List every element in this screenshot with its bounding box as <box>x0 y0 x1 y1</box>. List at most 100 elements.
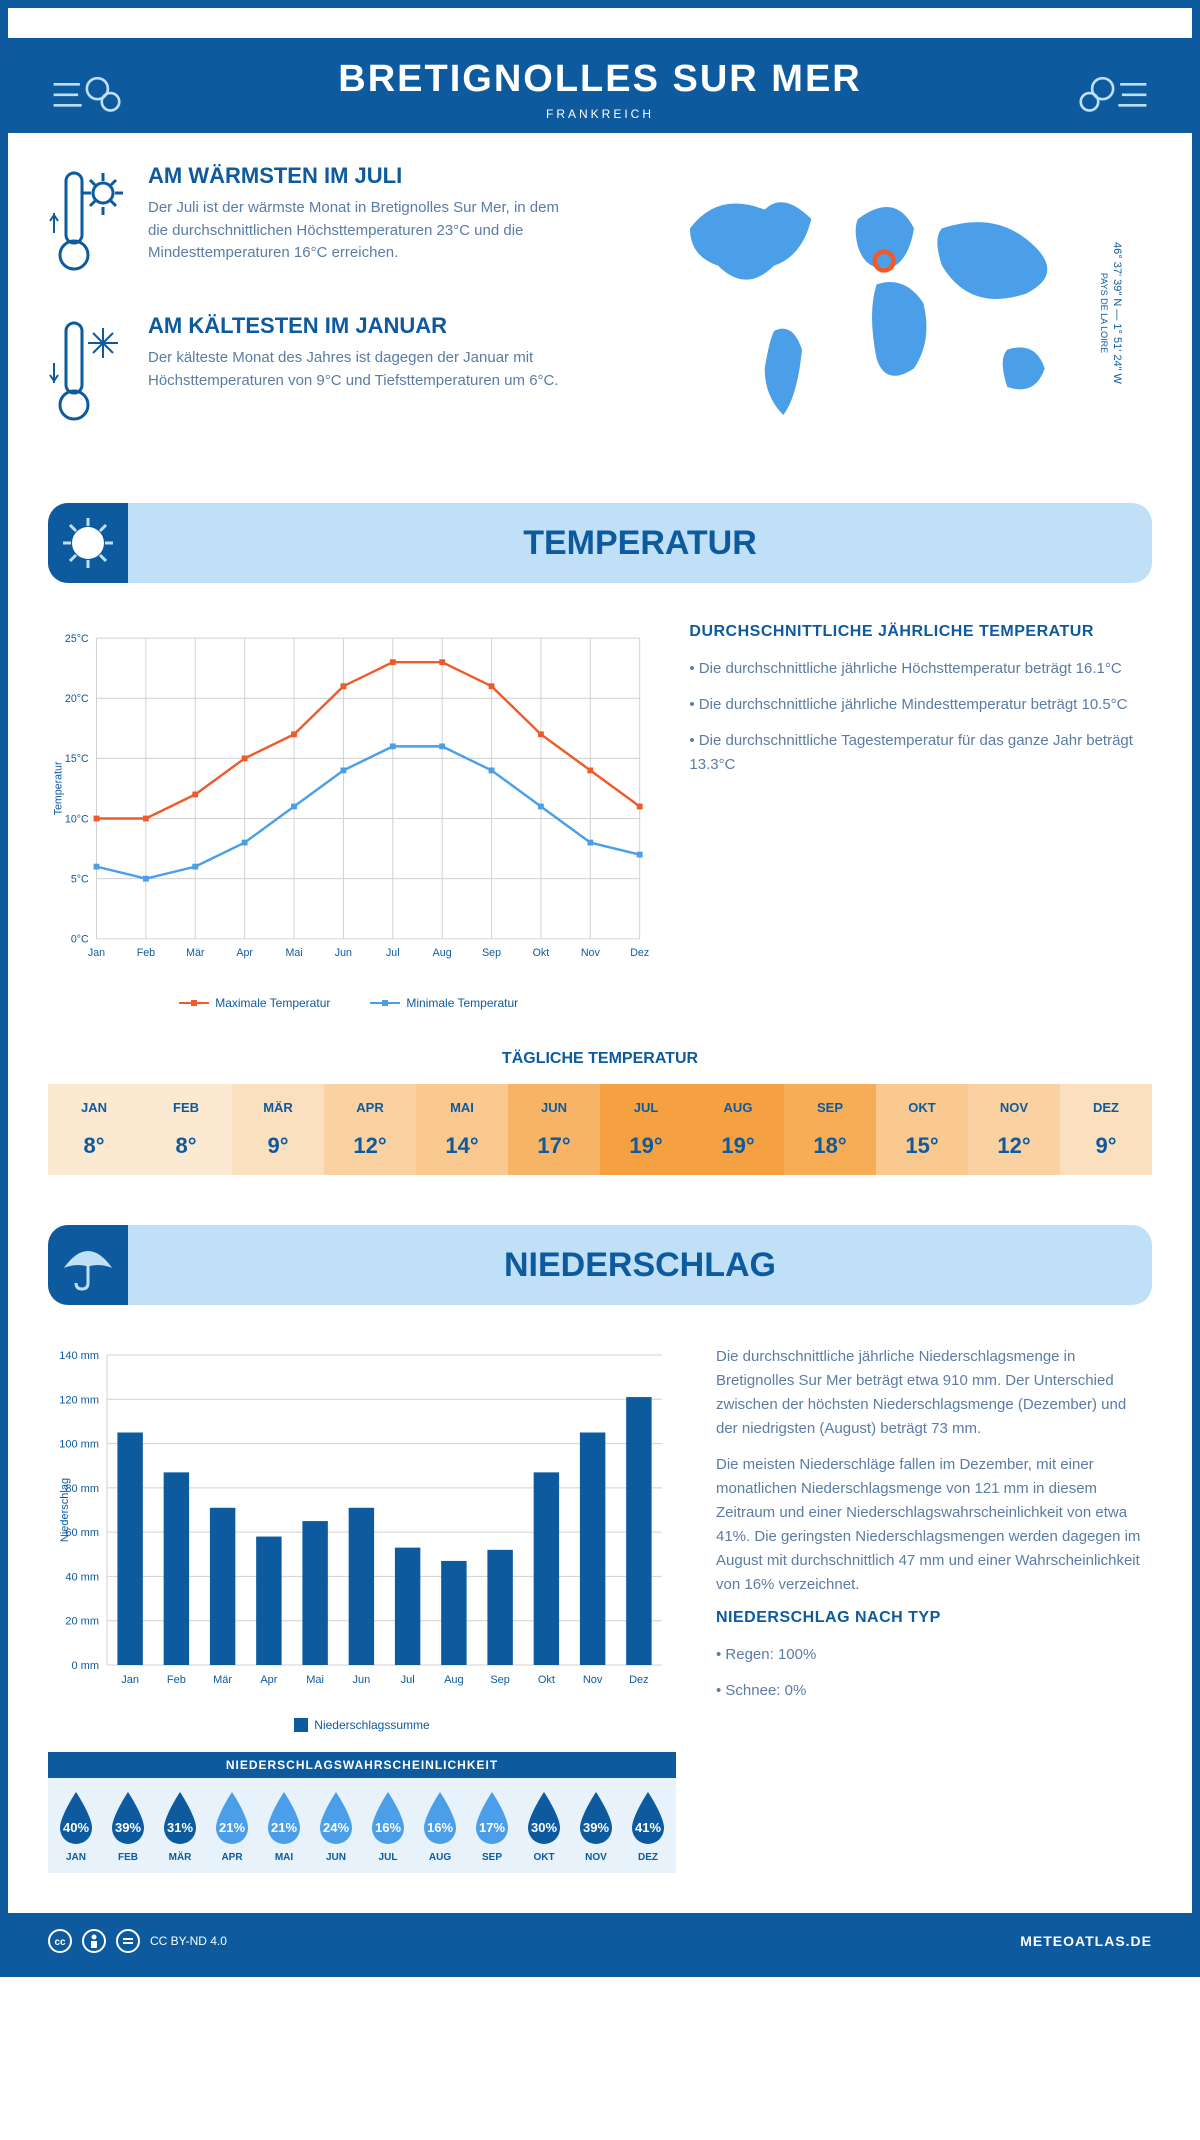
warmest-block: AM WÄRMSTEN IM JULI Der Juli ist der wär… <box>48 163 580 283</box>
temp-desc-item: • Die durchschnittliche jährliche Mindes… <box>689 693 1152 717</box>
month-cell: AUG19° <box>692 1084 784 1175</box>
coldest-text: Der kälteste Monat des Jahres ist dagege… <box>148 347 580 392</box>
svg-text:10°C: 10°C <box>65 813 89 825</box>
month-cell: JUL19° <box>600 1084 692 1175</box>
svg-text:Nov: Nov <box>583 1674 603 1686</box>
month-cell: JAN8° <box>48 1084 140 1175</box>
temp-desc-item: • Die durchschnittliche jährliche Höchst… <box>689 657 1152 681</box>
brand-label: METEOATLAS.DE <box>1020 1933 1152 1949</box>
thermometer-cold-icon <box>48 313 128 433</box>
svg-text:0°C: 0°C <box>71 934 89 946</box>
svg-text:Jul: Jul <box>401 1674 415 1686</box>
precipitation-probability: NIEDERSCHLAGSWAHRSCHEINLICHKEIT 40%JAN39… <box>48 1752 676 1873</box>
temp-legend: Maximale Temperatur Minimale Temperatur <box>48 996 649 1010</box>
wind-icon <box>1062 58 1152 128</box>
infographic-container: BRETIGNOLLES SUR MER FRANKREICH AM WÄRMS… <box>0 0 1200 1977</box>
footer: cc CC BY-ND 4.0 METEOATLAS.DE <box>8 1913 1192 1969</box>
svg-text:Jan: Jan <box>121 1674 139 1686</box>
svg-text:Jun: Jun <box>335 947 352 959</box>
prob-drop: 16%JUL <box>364 1788 412 1863</box>
coldest-block: AM KÄLTESTEN IM JANUAR Der kälteste Mona… <box>48 313 580 433</box>
sun-icon <box>58 513 118 573</box>
svg-text:120 mm: 120 mm <box>59 1394 99 1406</box>
precip-type-heading: NIEDERSCHLAG NACH TYP <box>716 1609 1152 1627</box>
cc-icon: cc <box>48 1929 72 1953</box>
month-cell: SEP18° <box>784 1084 876 1175</box>
svg-text:Dez: Dez <box>629 1674 649 1686</box>
page-title: BRETIGNOLLES SUR MER <box>8 58 1192 101</box>
svg-text:Dez: Dez <box>630 947 649 959</box>
temperature-line-chart: 0°C 5°C 10°C 15°C 20°C 25°C Jan Feb Mär Apr Mai Jun… <box>48 623 649 983</box>
month-cell: MAI14° <box>416 1084 508 1175</box>
svg-text:15°C: 15°C <box>65 753 89 765</box>
svg-text:Apr: Apr <box>236 947 253 959</box>
precip-text-2: Die meisten Niederschläge fallen im Deze… <box>716 1453 1152 1597</box>
svg-text:Sep: Sep <box>490 1674 510 1686</box>
svg-text:100 mm: 100 mm <box>59 1439 99 1451</box>
month-cell: NOV12° <box>968 1084 1060 1175</box>
coordinates: 46° 37' 39" N — 1° 51' 24" W PAYS DE LA … <box>1099 242 1123 384</box>
by-icon <box>82 1929 106 1953</box>
cc-label: CC BY-ND 4.0 <box>150 1934 227 1948</box>
svg-text:5°C: 5°C <box>71 874 89 886</box>
svg-text:Jul: Jul <box>386 947 400 959</box>
prob-drop: 39%NOV <box>572 1788 620 1863</box>
svg-text:Jan: Jan <box>88 947 105 959</box>
svg-text:Aug: Aug <box>444 1674 464 1686</box>
svg-text:Mär: Mär <box>186 947 205 959</box>
coldest-heading: AM KÄLTESTEN IM JANUAR <box>148 313 580 339</box>
svg-text:Aug: Aug <box>433 947 452 959</box>
nd-icon <box>116 1929 140 1953</box>
svg-text:20 mm: 20 mm <box>65 1616 99 1628</box>
svg-text:Mär: Mär <box>213 1674 232 1686</box>
header-banner: BRETIGNOLLES SUR MER FRANKREICH <box>8 38 1192 133</box>
temp-title: TEMPERATUR <box>128 524 1152 563</box>
svg-text:cc: cc <box>54 1937 66 1948</box>
svg-text:Mai: Mai <box>306 1674 324 1686</box>
svg-text:Temperatur: Temperatur <box>53 761 65 815</box>
precip-type-item: • Regen: 100% <box>716 1643 1152 1667</box>
prob-drop: 16%AUG <box>416 1788 464 1863</box>
prob-drop: 21%MAI <box>260 1788 308 1863</box>
temp-desc-heading: DURCHSCHNITTLICHE JÄHRLICHE TEMPERATUR <box>689 623 1152 641</box>
precip-text-1: Die durchschnittliche jährliche Niedersc… <box>716 1345 1152 1441</box>
svg-text:40 mm: 40 mm <box>65 1571 99 1583</box>
svg-text:Sep: Sep <box>482 947 501 959</box>
page-subtitle: FRANKREICH <box>8 107 1192 121</box>
svg-text:Jun: Jun <box>353 1674 371 1686</box>
svg-text:Feb: Feb <box>137 947 155 959</box>
daily-temp-title: TÄGLICHE TEMPERATUR <box>48 1050 1152 1068</box>
wind-icon <box>48 58 138 128</box>
precip-legend: Niederschlagssumme <box>48 1718 676 1732</box>
svg-text:0 mm: 0 mm <box>72 1660 100 1672</box>
daily-temp-table: JAN8°FEB8°MÄR9°APR12°MAI14°JUN17°JUL19°A… <box>48 1084 1152 1175</box>
prob-drop: 41%DEZ <box>624 1788 672 1863</box>
svg-text:Okt: Okt <box>533 947 550 959</box>
prob-drop: 30%OKT <box>520 1788 568 1863</box>
prob-drop: 40%JAN <box>52 1788 100 1863</box>
umbrella-icon <box>58 1235 118 1295</box>
svg-text:Mai: Mai <box>285 947 302 959</box>
precip-section-header: NIEDERSCHLAG <box>48 1225 1152 1305</box>
svg-text:Niederschlag: Niederschlag <box>59 1478 71 1542</box>
svg-text:Feb: Feb <box>167 1674 186 1686</box>
svg-text:20°C: 20°C <box>65 693 89 705</box>
prob-drop: 31%MÄR <box>156 1788 204 1863</box>
month-cell: DEZ9° <box>1060 1084 1152 1175</box>
svg-text:Okt: Okt <box>538 1674 555 1686</box>
svg-text:Apr: Apr <box>260 1674 277 1686</box>
month-cell: FEB8° <box>140 1084 232 1175</box>
month-cell: MÄR9° <box>232 1084 324 1175</box>
warmest-heading: AM WÄRMSTEN IM JULI <box>148 163 580 189</box>
world-map <box>620 163 1152 443</box>
intro-section: AM WÄRMSTEN IM JULI Der Juli ist der wär… <box>48 163 1152 463</box>
svg-text:Nov: Nov <box>581 947 601 959</box>
month-cell: OKT15° <box>876 1084 968 1175</box>
warmest-text: Der Juli ist der wärmste Monat in Bretig… <box>148 197 580 265</box>
precipitation-bar-chart: 0 mm20 mm40 mm60 mm80 mm100 mm120 mm140 … <box>48 1345 676 1705</box>
temp-desc-item: • Die durchschnittliche Tagestemperatur … <box>689 729 1152 777</box>
svg-text:25°C: 25°C <box>65 633 89 645</box>
precip-title: NIEDERSCHLAG <box>128 1246 1152 1285</box>
thermometer-hot-icon <box>48 163 128 283</box>
prob-drop: 39%FEB <box>104 1788 152 1863</box>
